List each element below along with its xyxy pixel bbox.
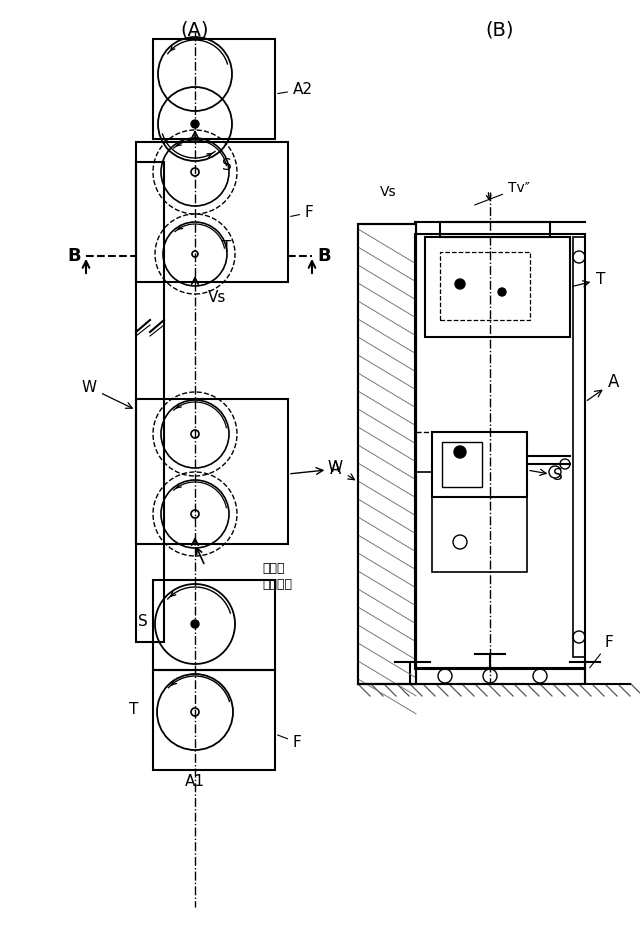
Bar: [432, 497, 527, 572]
Circle shape: [191, 120, 199, 128]
Text: Vs: Vs: [208, 290, 227, 305]
Text: W: W: [82, 380, 132, 408]
Text: F: F: [589, 635, 614, 668]
Bar: [136, 162, 164, 642]
Text: S: S: [222, 158, 232, 173]
Bar: [410, 668, 585, 684]
Text: A2: A2: [278, 82, 313, 97]
Text: A: A: [291, 460, 341, 478]
Text: S: S: [138, 614, 148, 629]
Text: T: T: [222, 240, 232, 255]
Bar: [425, 237, 570, 337]
Text: F: F: [291, 205, 314, 220]
Circle shape: [191, 620, 199, 628]
Text: T: T: [129, 702, 138, 717]
Text: W: W: [328, 460, 355, 480]
Circle shape: [455, 279, 465, 289]
Bar: [358, 224, 416, 684]
Bar: [358, 224, 416, 684]
Bar: [153, 580, 275, 670]
Text: B: B: [67, 247, 81, 265]
Text: A1: A1: [185, 774, 205, 789]
Bar: [415, 234, 585, 669]
Bar: [432, 432, 527, 497]
Bar: [153, 670, 275, 770]
Circle shape: [498, 288, 506, 296]
Text: F: F: [278, 735, 301, 750]
Bar: [153, 39, 275, 139]
Bar: [440, 222, 550, 237]
Text: Tv″: Tv″: [475, 181, 530, 205]
Text: T: T: [573, 272, 605, 287]
Text: 洗浄機
走行方向: 洗浄機 走行方向: [262, 562, 292, 591]
Text: Vs: Vs: [380, 185, 396, 199]
Text: B: B: [317, 247, 331, 265]
Bar: [442, 442, 482, 487]
Text: (A): (A): [180, 20, 209, 39]
Bar: [440, 252, 530, 320]
Bar: [573, 237, 585, 657]
Text: (B): (B): [486, 20, 515, 39]
Text: S: S: [530, 468, 563, 483]
Circle shape: [454, 446, 466, 458]
Bar: [136, 142, 288, 282]
Bar: [136, 399, 288, 544]
Text: A: A: [588, 373, 620, 401]
